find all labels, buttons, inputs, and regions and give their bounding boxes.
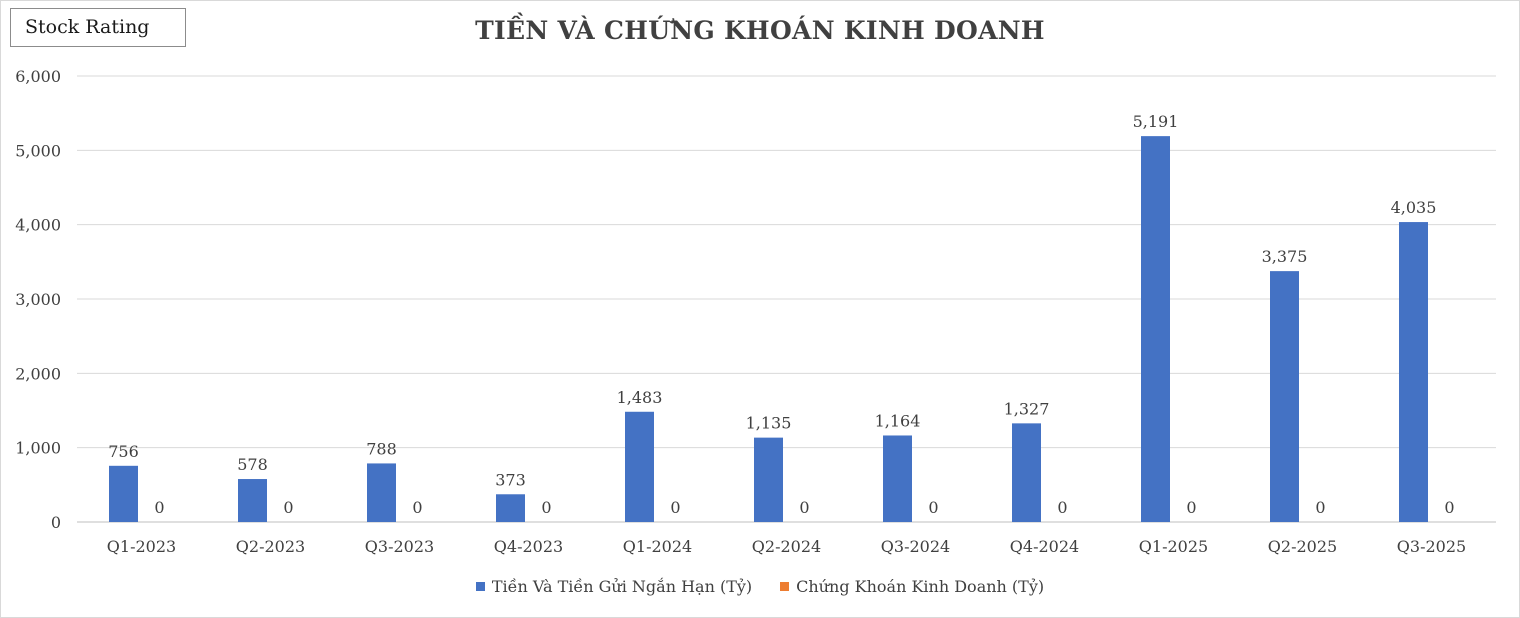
- x-tick-label: Q3-2025: [1397, 537, 1466, 556]
- legend-label: Tiền Và Tiền Gửi Ngắn Hạn (Tỷ): [491, 577, 753, 596]
- x-tick-label: Q2-2023: [236, 537, 305, 556]
- data-label: 0: [412, 498, 422, 517]
- stock-rating-label: Stock Rating: [25, 16, 150, 38]
- legend-item[interactable]: Chứng Khoán Kinh Doanh (Tỷ): [780, 577, 1044, 596]
- data-label: 0: [1057, 498, 1067, 517]
- legend-item[interactable]: Tiền Và Tiền Gửi Ngắn Hạn (Tỷ): [475, 577, 753, 596]
- x-tick-label: Q4-2023: [494, 537, 563, 556]
- bars: [109, 136, 1428, 522]
- bar-tien: [496, 494, 525, 522]
- x-tick-label: Q3-2023: [365, 537, 434, 556]
- y-tick-label: 6,000: [15, 67, 61, 86]
- data-label: 788: [366, 439, 397, 458]
- data-label: 0: [670, 498, 680, 517]
- data-label: 1,164: [875, 411, 921, 430]
- y-tick-label: 1,000: [15, 439, 61, 458]
- x-tick-label: Q2-2025: [1268, 537, 1337, 556]
- bar-tien: [367, 463, 396, 522]
- x-tick-label: Q1-2024: [623, 537, 692, 556]
- data-label: 3,375: [1262, 247, 1308, 266]
- y-tick-label: 2,000: [15, 364, 61, 383]
- bar-tien: [625, 411, 654, 522]
- data-label: 1,483: [617, 388, 663, 407]
- legend-swatch: [780, 582, 790, 591]
- bar-tien: [1141, 136, 1170, 522]
- bar-tien: [1012, 423, 1041, 522]
- data-label: 0: [928, 498, 938, 517]
- x-tick-label: Q1-2023: [107, 537, 176, 556]
- stock-rating-badge[interactable]: Stock Rating: [10, 8, 186, 47]
- data-label: 0: [541, 498, 551, 517]
- y-axis-ticks: 0 1,000 2,000 3,000 4,000 5,000 6,000: [15, 67, 61, 532]
- x-axis-ticks: Q1-2023 Q2-2023 Q3-2023 Q4-2023 Q1-2024 Q2-20…: [107, 537, 1466, 556]
- data-label: 0: [1444, 498, 1454, 517]
- bar-tien: [1399, 222, 1428, 522]
- data-label: 756: [108, 442, 139, 461]
- x-tick-label: Q4-2024: [1010, 537, 1079, 556]
- bar-tien: [1270, 271, 1299, 522]
- data-label: 1,327: [1004, 399, 1050, 418]
- y-tick-label: 0: [51, 513, 61, 532]
- legend-swatch: [475, 582, 485, 591]
- data-labels: 756 0 578 0 788 0 373 0 1,483 0 1,135 0 1,164 0 1,327 0…: [108, 112, 1454, 517]
- y-tick-label: 4,000: [15, 216, 61, 235]
- y-tick-label: 5,000: [15, 141, 61, 160]
- x-tick-label: Q1-2025: [1139, 537, 1208, 556]
- data-label: 0: [1315, 498, 1325, 517]
- x-tick-label: Q3-2024: [881, 537, 950, 556]
- data-label: 0: [1186, 498, 1196, 517]
- data-label: 4,035: [1391, 198, 1437, 217]
- data-label: 0: [799, 498, 809, 517]
- data-label: 373: [495, 470, 526, 489]
- bar-tien: [109, 465, 138, 522]
- legend: Tiền Và Tiền Gửi Ngắn Hạn (Tỷ) Chứng Khoá…: [0, 576, 1520, 596]
- data-label: 1,135: [746, 414, 792, 433]
- bar-tien: [238, 479, 267, 522]
- data-label: 0: [154, 498, 164, 517]
- bar-tien: [883, 435, 912, 522]
- chart-title: TIỀN VÀ CHỨNG KHOÁN KINH DOANH: [475, 16, 1045, 45]
- data-label: 0: [283, 498, 293, 517]
- x-tick-label: Q2-2024: [752, 537, 821, 556]
- data-label: 5,191: [1133, 112, 1179, 131]
- data-label: 578: [237, 455, 268, 474]
- y-tick-label: 3,000: [15, 290, 61, 309]
- bar-tien: [754, 437, 783, 522]
- gridlines: [77, 75, 1496, 523]
- legend-label: Chứng Khoán Kinh Doanh (Tỷ): [796, 577, 1045, 596]
